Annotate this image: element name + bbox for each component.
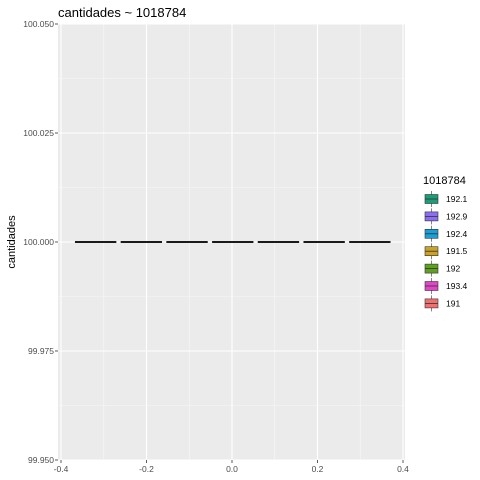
y-tick-label: 100.000 (23, 237, 54, 247)
legend-item: 192.9 (424, 208, 468, 225)
legend-label: 192 (446, 264, 460, 274)
legend-label: 193.4 (446, 281, 468, 291)
legend-label: 192.1 (446, 194, 468, 204)
legend-item: 192.1 (424, 191, 468, 207)
x-tick-label: 0.2 (312, 464, 324, 474)
legend-item: 191 (424, 295, 460, 312)
x-tick-label: 0.4 (397, 464, 409, 474)
legend-items: 192.1 192.9 192.4 191.5 192 193.4 191 (424, 191, 468, 312)
legend-item: 192 (424, 260, 460, 277)
axes: -0.4 -0.2 0.0 0.2 0.4 99.950 99.975 100.000 100.… (23, 19, 409, 474)
x-tick-label: -0.4 (54, 464, 69, 474)
y-tick-label: 99.950 (28, 455, 54, 465)
y-tick-label: 99.975 (28, 346, 54, 356)
y-tick-label: 100.050 (23, 19, 54, 29)
legend-label: 191.5 (446, 246, 468, 256)
legend: 1018784 192.1 192.9 192.4 191.5 192 193.4 191 (423, 175, 468, 312)
legend-item: 191.5 (424, 243, 468, 260)
legend-item: 192.4 (424, 225, 468, 242)
x-tick-label: 0.0 (226, 464, 238, 474)
y-axis-title: cantidades (6, 215, 18, 269)
legend-label: 191 (446, 298, 460, 308)
legend-item: 193.4 (424, 278, 468, 294)
legend-title: 1018784 (423, 175, 466, 187)
x-tick-label: -0.2 (139, 464, 154, 474)
legend-label: 192.9 (446, 211, 468, 221)
chart-title: cantidades ~ 1018784 (58, 5, 186, 20)
legend-label: 192.4 (446, 229, 468, 239)
y-tick-label: 100.025 (23, 128, 54, 138)
